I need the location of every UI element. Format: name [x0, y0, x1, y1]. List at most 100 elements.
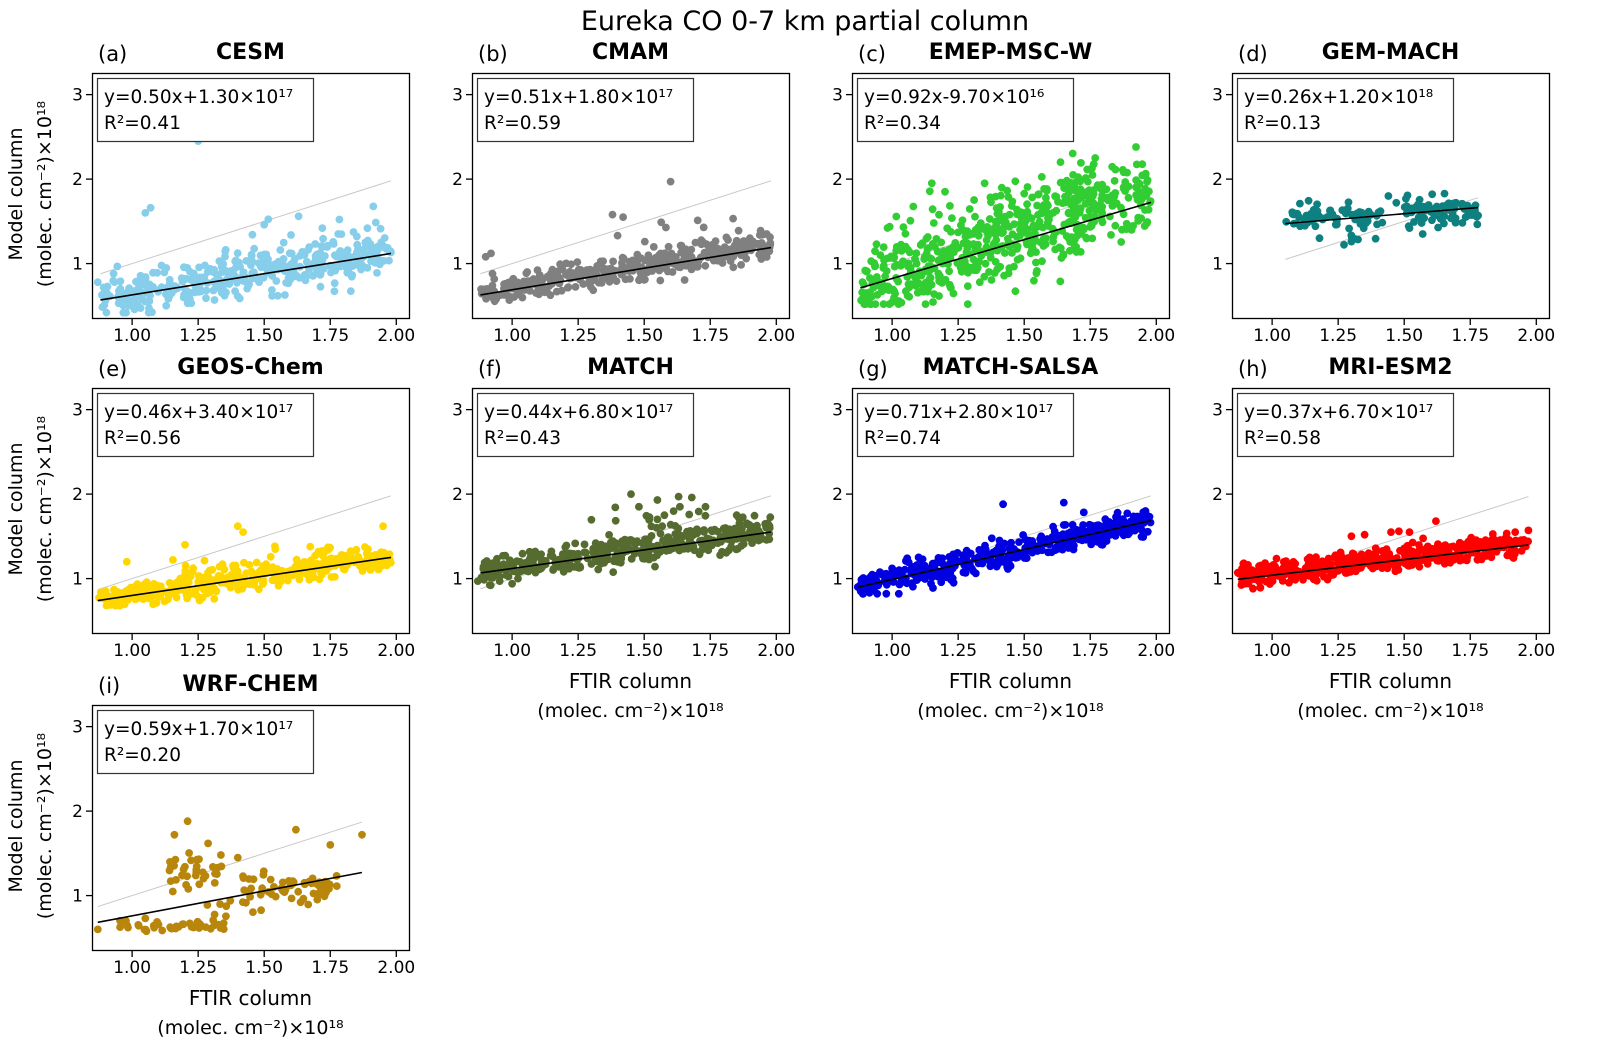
x-tick-label: 1.50: [1385, 326, 1423, 346]
x-tick-label: 1.25: [179, 326, 217, 346]
r-squared-text: R²=0.74: [864, 428, 941, 449]
panel-title: CESM: [216, 40, 285, 65]
x-axis-label-line1: FTIR column: [568, 669, 693, 693]
y-axis-label-line1: Model column: [5, 442, 27, 576]
equation-text: y=0.92x-9.70×10¹⁶: [864, 87, 1044, 108]
panel-header: (e) GEOS-Chem: [50, 355, 415, 386]
y-tick-label: 3: [1212, 401, 1223, 421]
y-tick-label: 3: [72, 86, 83, 106]
x-tick-label: 1.00: [1253, 641, 1291, 661]
equation-box: y=0.37x+6.70×10¹⁷ R²=0.58: [1236, 392, 1455, 458]
equation-text: y=0.37x+6.70×10¹⁷: [1244, 402, 1433, 423]
scatter-plot-cmam: 1.00 1.25 1.50 1.75 2.00 1 2 3 y=0.51x+1.80×10¹⁷…: [452, 72, 795, 346]
scatter-plot-cesm: 1.00 1.25 1.50 1.75 2.00 1 2 3 y=0.50x+1.30×10¹⁷…: [72, 72, 415, 346]
scatter-plot-mri-esm2: 1.00 1.25 1.50 1.75 2.00 1 2 3 y=0.37x+6.70×10¹⁷…: [1212, 387, 1555, 661]
y-axis-label-line2: (molec. cm⁻²)×10¹⁸: [33, 100, 56, 288]
x-tick-label: 2.00: [377, 958, 415, 978]
x-tick-label: 1.25: [939, 641, 977, 661]
x-tick-label: 1.25: [939, 326, 977, 346]
x-tick-label: 1.25: [559, 326, 597, 346]
y-tick-label: 1: [452, 570, 463, 590]
x-axis-ticks: 1.00 1.25 1.50 1.75 2.00: [1253, 633, 1555, 661]
scatter-plot-emep-msc-w: 1.00 1.25 1.50 1.75 2.00 1 2 3 y=0.92x-9.70×10¹⁶…: [832, 72, 1175, 346]
r-squared-text: R²=0.41: [104, 113, 181, 134]
y-tick-label: 2: [72, 170, 83, 190]
x-axis-ticks: 1.00 1.25 1.50 1.75 2.00: [493, 318, 795, 346]
plot-frame: [471, 387, 791, 635]
x-axis-label-line2: (molec. cm⁻²)×10¹⁸: [1297, 700, 1484, 722]
x-tick-label: 1.50: [1385, 641, 1423, 661]
panel-tag: (h): [1238, 357, 1268, 381]
equation-box: y=0.44x+6.80×10¹⁷ R²=0.43: [476, 392, 695, 458]
y-tick-label: 1: [72, 255, 83, 275]
y-tick-label: 2: [452, 170, 463, 190]
y-axis-ticks: 1 2 3: [1212, 401, 1233, 590]
x-tick-label: 1.75: [1071, 326, 1109, 346]
y-axis-label-line2: (molec. cm⁻²)×10¹⁸: [33, 415, 56, 603]
equation-box: y=0.46x+3.40×10¹⁷ R²=0.56: [96, 392, 315, 458]
scatter-points: [1282, 189, 1482, 249]
panel-cesm: (a) CESM Model column (molec. cm⁻²)×10¹⁸ 1.0…: [5, 40, 415, 351]
y-tick-label: 3: [452, 86, 463, 106]
y-axis-ticks: 1 2 3: [72, 401, 93, 590]
equation-text: y=0.50x+1.30×10¹⁷: [104, 87, 293, 108]
x-tick-label: 1.50: [625, 641, 663, 661]
plot-frame: [851, 387, 1171, 635]
panel-header: (c) EMEP-MSC-W: [810, 40, 1175, 71]
one-to-one-line: [100, 180, 392, 275]
equation-text: y=0.59x+1.70×10¹⁷: [104, 719, 293, 740]
y-axis-label: Model column (molec. cm⁻²)×10¹⁸: [2, 34, 58, 354]
x-tick-label: 1.75: [1451, 326, 1489, 346]
panel-title: MATCH-SALSA: [922, 355, 1099, 380]
panel-header: (i) WRF-CHEM: [50, 672, 415, 703]
y-tick-label: 2: [452, 485, 463, 505]
equation-box: y=0.71x+2.80×10¹⁷ R²=0.74: [856, 392, 1075, 458]
panel-geos-chem: (e) GEOS-Chem Model column (molec. cm⁻²)×10…: [5, 355, 415, 666]
y-axis-ticks: 1 2 3: [832, 401, 853, 590]
y-axis-label: Model column (molec. cm⁻²)×10¹⁸: [2, 349, 58, 669]
scatter-points: [1233, 517, 1533, 593]
x-tick-label: 1.75: [691, 326, 729, 346]
x-tick-label: 1.50: [1005, 326, 1043, 346]
r-squared-text: R²=0.13: [1244, 113, 1321, 134]
x-tick-label: 1.00: [493, 641, 531, 661]
y-tick-label: 3: [832, 401, 843, 421]
equation-box: y=0.59x+1.70×10¹⁷ R²=0.20: [96, 709, 315, 775]
panel-title: EMEP-MSC-W: [928, 40, 1093, 65]
y-tick-label: 1: [72, 570, 83, 590]
r-squared-text: R²=0.59: [484, 113, 561, 134]
x-tick-label: 1.25: [1319, 326, 1357, 346]
x-tick-label: 2.00: [377, 326, 415, 346]
equation-text: y=0.71x+2.80×10¹⁷: [864, 402, 1053, 423]
y-tick-label: 2: [1212, 170, 1223, 190]
x-axis-label: FTIR column (molec. cm⁻²)×10¹⁸: [1232, 666, 1549, 726]
x-tick-label: 1.75: [691, 641, 729, 661]
fit-line: [1285, 206, 1479, 225]
x-tick-label: 1.00: [873, 641, 911, 661]
scatter-plot-geos-chem: 1.00 1.25 1.50 1.75 2.00 1 2 3 y=0.46x+3.40×10¹⁷…: [72, 387, 415, 661]
r-squared-text: R²=0.20: [104, 745, 181, 766]
x-tick-label: 1.25: [179, 641, 217, 661]
scatter-points: [93, 817, 366, 936]
y-tick-label: 1: [452, 255, 463, 275]
y-axis-label-line1: Model column: [5, 759, 27, 893]
panel-header: (b) CMAM: [430, 40, 795, 71]
scatter-points: [853, 498, 1155, 598]
r-squared-text: R²=0.58: [1244, 428, 1321, 449]
plot-frame: [1231, 72, 1551, 320]
panel-tag: (f): [478, 357, 502, 381]
x-tick-label: 2.00: [757, 641, 795, 661]
plot-frame: [91, 387, 411, 635]
x-tick-label: 1.75: [1451, 641, 1489, 661]
figure-title: Eureka CO 0-7 km partial column: [580, 6, 1030, 37]
panel-header: (a) CESM: [50, 40, 415, 71]
panel-tag: (i): [98, 674, 121, 698]
x-tick-label: 2.00: [377, 641, 415, 661]
y-tick-label: 3: [452, 401, 463, 421]
y-tick-label: 3: [72, 718, 83, 738]
x-axis-label: FTIR column (molec. cm⁻²)×10¹⁸: [852, 666, 1169, 726]
panel-tag: (e): [98, 357, 128, 381]
x-tick-label: 1.50: [245, 958, 283, 978]
panel-match-salsa: (g) MATCH-SALSA 1.00 1.25 1.50 1.75 2.00 1 2 3 y=0…: [810, 355, 1175, 726]
equation-box: y=0.51x+1.80×10¹⁷ R²=0.59: [476, 77, 695, 143]
